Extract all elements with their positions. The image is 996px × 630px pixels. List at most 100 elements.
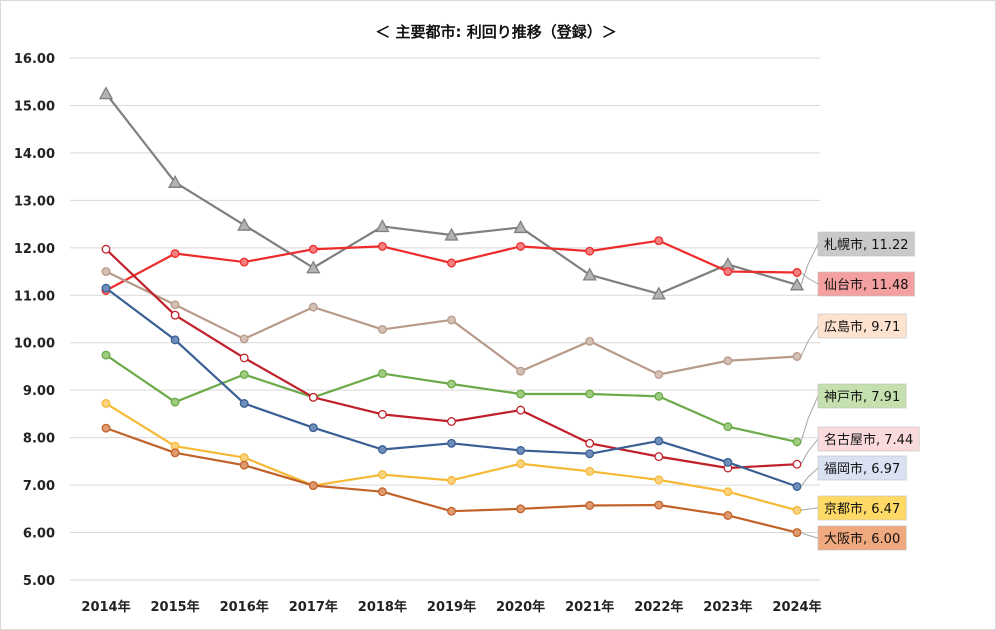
gridlines bbox=[70, 57, 820, 581]
data-point bbox=[516, 405, 526, 415]
leader-line bbox=[800, 507, 819, 511]
series-lines bbox=[98, 86, 805, 537]
label-box bbox=[817, 525, 907, 551]
data-point bbox=[654, 452, 664, 462]
label-神戸市: 神戸市, 7.91 bbox=[800, 383, 907, 443]
data-point bbox=[516, 389, 526, 399]
data-point bbox=[654, 236, 664, 246]
data-point bbox=[377, 445, 387, 454]
data-point bbox=[101, 399, 111, 408]
series-大阪市 bbox=[101, 423, 802, 537]
series-end-labels: 札幌市, 11.22 仙台市, 11.48 広島市, 9.71 神戸市, 7.91 名古… bbox=[800, 231, 920, 551]
label-仙台市: 仙台市, 11.48 bbox=[800, 271, 915, 297]
label-box bbox=[817, 455, 907, 481]
label-大阪市: 大阪市, 6.00 bbox=[800, 525, 907, 551]
data-point bbox=[723, 267, 733, 276]
data-point bbox=[237, 217, 252, 231]
data-point bbox=[377, 324, 387, 334]
leader-line bbox=[800, 532, 819, 539]
data-point bbox=[792, 352, 802, 361]
data-point bbox=[513, 220, 528, 234]
data-point bbox=[585, 466, 595, 476]
label-box bbox=[817, 426, 920, 452]
data-point bbox=[651, 286, 666, 300]
data-point bbox=[723, 422, 733, 432]
series-札幌市 bbox=[98, 86, 805, 300]
data-point bbox=[308, 423, 318, 433]
data-point bbox=[789, 277, 805, 291]
series-仙台市 bbox=[101, 236, 802, 295]
data-point bbox=[101, 267, 111, 276]
data-point bbox=[101, 350, 111, 360]
data-point bbox=[377, 487, 387, 497]
data-point bbox=[654, 500, 664, 510]
data-point bbox=[585, 246, 595, 256]
y-tick-label: 13.00 bbox=[14, 194, 55, 209]
data-point bbox=[98, 86, 114, 100]
data-point bbox=[585, 336, 595, 346]
data-point bbox=[170, 335, 180, 345]
data-point bbox=[447, 258, 456, 268]
chart-title: ＜ 主要都市: 利回り推移（登録）＞ bbox=[375, 23, 616, 41]
data-point bbox=[101, 423, 111, 433]
data-point bbox=[516, 241, 526, 251]
label-box bbox=[817, 495, 907, 521]
y-tick-label: 12.00 bbox=[14, 242, 55, 257]
leader-line bbox=[800, 395, 819, 443]
data-point bbox=[792, 528, 802, 537]
data-point bbox=[792, 437, 802, 447]
series-京都市 bbox=[101, 399, 802, 515]
data-point bbox=[723, 487, 733, 497]
data-point bbox=[585, 501, 595, 510]
data-point bbox=[239, 370, 249, 379]
y-tick-label: 14.00 bbox=[14, 147, 55, 162]
series-end-label: 札幌市, 11.22 bbox=[824, 237, 908, 253]
series-end-label: 名古屋市, 7.44 bbox=[824, 432, 913, 448]
x-tick-label: 2017年 bbox=[289, 599, 338, 615]
data-point bbox=[447, 506, 456, 516]
y-tick-label: 6.00 bbox=[23, 527, 55, 542]
data-point bbox=[101, 244, 111, 254]
series-end-label: 京都市, 6.47 bbox=[824, 501, 900, 517]
label-福岡市: 福岡市, 6.97 bbox=[800, 455, 907, 487]
x-tick-label: 2021年 bbox=[565, 599, 614, 615]
x-tick-label: 2024年 bbox=[772, 599, 821, 615]
leader-line bbox=[800, 325, 819, 357]
label-box bbox=[817, 271, 915, 297]
data-point bbox=[239, 257, 249, 267]
data-point bbox=[723, 511, 733, 520]
data-point bbox=[168, 174, 183, 188]
series-end-label: 大阪市, 6.00 bbox=[824, 531, 900, 547]
x-tick-label: 2019年 bbox=[427, 599, 476, 615]
label-box bbox=[817, 383, 907, 409]
data-point bbox=[792, 459, 802, 469]
data-point bbox=[170, 300, 180, 310]
data-point bbox=[516, 504, 526, 514]
data-point bbox=[170, 397, 180, 407]
series-名古屋市 bbox=[101, 244, 802, 473]
y-tick-label: 10.00 bbox=[14, 337, 55, 352]
data-point bbox=[582, 267, 597, 281]
data-point bbox=[239, 460, 249, 470]
x-tick-label: 2016年 bbox=[220, 599, 269, 615]
label-京都市: 京都市, 6.47 bbox=[800, 495, 907, 521]
x-tick-label: 2020年 bbox=[496, 599, 545, 615]
data-point bbox=[447, 315, 456, 325]
data-point bbox=[444, 227, 459, 241]
x-tick-label: 2023年 bbox=[703, 599, 752, 615]
y-tick-label: 5.00 bbox=[23, 574, 55, 589]
y-axis-ticks: 5.00 6.00 7.00 8.00 9.00 10.00 11.00 12.00 13.00… bbox=[14, 52, 55, 589]
data-point bbox=[585, 449, 595, 459]
data-point bbox=[170, 448, 180, 458]
data-point bbox=[516, 459, 526, 469]
data-point bbox=[792, 505, 802, 515]
data-point bbox=[792, 482, 802, 491]
data-point bbox=[239, 399, 249, 408]
data-point bbox=[101, 283, 111, 293]
x-axis-ticks: 2014年 2015年 2016年 2017年 2018年 2019年 2020年 2021年… bbox=[81, 599, 821, 615]
data-point bbox=[723, 356, 733, 366]
label-box bbox=[817, 231, 915, 257]
data-point bbox=[516, 366, 526, 376]
series-end-label: 仙台市, 11.48 bbox=[824, 277, 908, 293]
y-tick-label: 16.00 bbox=[14, 52, 55, 67]
